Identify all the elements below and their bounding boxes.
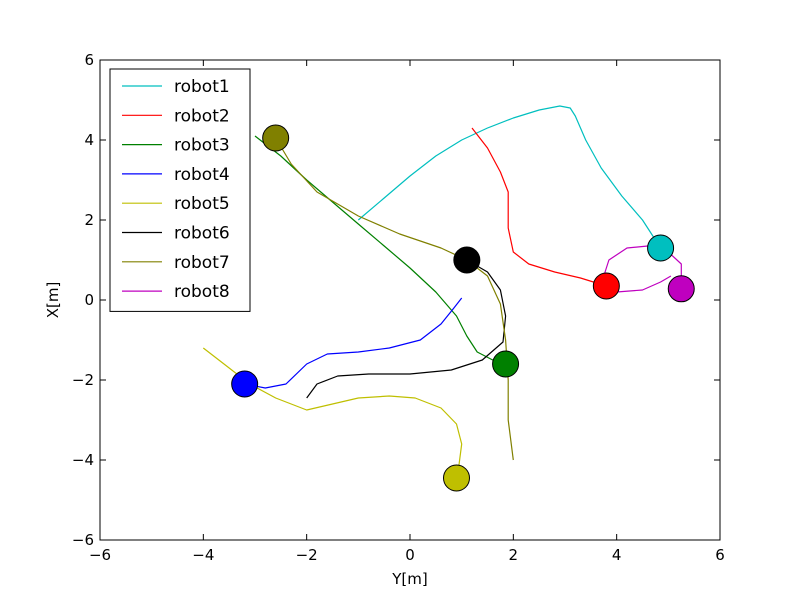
x-tick-label: 0 xyxy=(405,546,415,564)
x-tick-label: −2 xyxy=(296,546,318,564)
y-tick-label: 0 xyxy=(84,291,94,309)
legend-label-robot4: robot4 xyxy=(174,165,230,185)
y-tick-label: 2 xyxy=(84,211,94,229)
x-tick-label: 2 xyxy=(509,546,519,564)
legend-label-robot3: robot3 xyxy=(174,136,230,156)
x-tick-label: 4 xyxy=(612,546,622,564)
robot-marker-robot3 xyxy=(492,350,520,378)
y-axis-title: X[m] xyxy=(44,282,62,319)
x-tick-label: −6 xyxy=(89,546,111,564)
legend-label-robot7: robot7 xyxy=(174,253,230,273)
y-tick-label: 6 xyxy=(84,51,94,69)
robot-marker-robot2 xyxy=(592,272,620,300)
legend-label-robot8: robot8 xyxy=(174,282,230,302)
legend-label-robot5: robot5 xyxy=(174,194,230,214)
legend: robot1 robot2 robot3 robot4 robot5 robot6 robo… xyxy=(109,68,251,312)
trajectory-line-robot2 xyxy=(471,127,607,287)
robot-marker-robot4 xyxy=(231,370,259,398)
x-axis-title: Y[m] xyxy=(391,570,427,588)
legend-box xyxy=(109,68,251,312)
trajectory-line-robot4 xyxy=(244,297,463,389)
robot-marker-robot7 xyxy=(262,124,290,152)
x-tick-label: −4 xyxy=(192,546,214,564)
x-tick-label: 6 xyxy=(715,546,725,564)
robot-markers xyxy=(231,124,695,492)
y-tick-label: −4 xyxy=(72,451,94,469)
trajectory-line-robot6 xyxy=(306,259,507,399)
axis-ticks: −6 −4 −2 0 2 4 6 −6 −4 −2 0 2 4 6 xyxy=(72,51,725,564)
robot-marker-robot5 xyxy=(443,464,470,492)
trajectory-line-robot8-segment xyxy=(616,275,672,293)
legend-label-robot6: robot6 xyxy=(174,224,230,244)
y-tick-label: 4 xyxy=(84,131,94,149)
trajectory-line-robot1 xyxy=(357,105,662,249)
robot-marker-robot6 xyxy=(453,246,481,274)
y-tick-label: −2 xyxy=(72,371,94,389)
robot-marker-robot8 xyxy=(667,275,695,303)
legend-label-robot2: robot2 xyxy=(174,106,230,126)
y-tick-label: −6 xyxy=(72,531,94,549)
legend-label-robot1: robot1 xyxy=(174,77,230,97)
robot-marker-robot1 xyxy=(647,234,675,262)
